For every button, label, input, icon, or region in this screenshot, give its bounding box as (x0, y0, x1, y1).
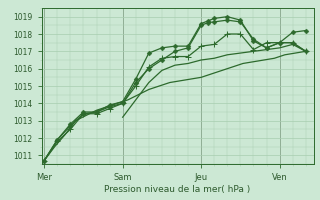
X-axis label: Pression niveau de la mer( hPa ): Pression niveau de la mer( hPa ) (104, 185, 251, 194)
